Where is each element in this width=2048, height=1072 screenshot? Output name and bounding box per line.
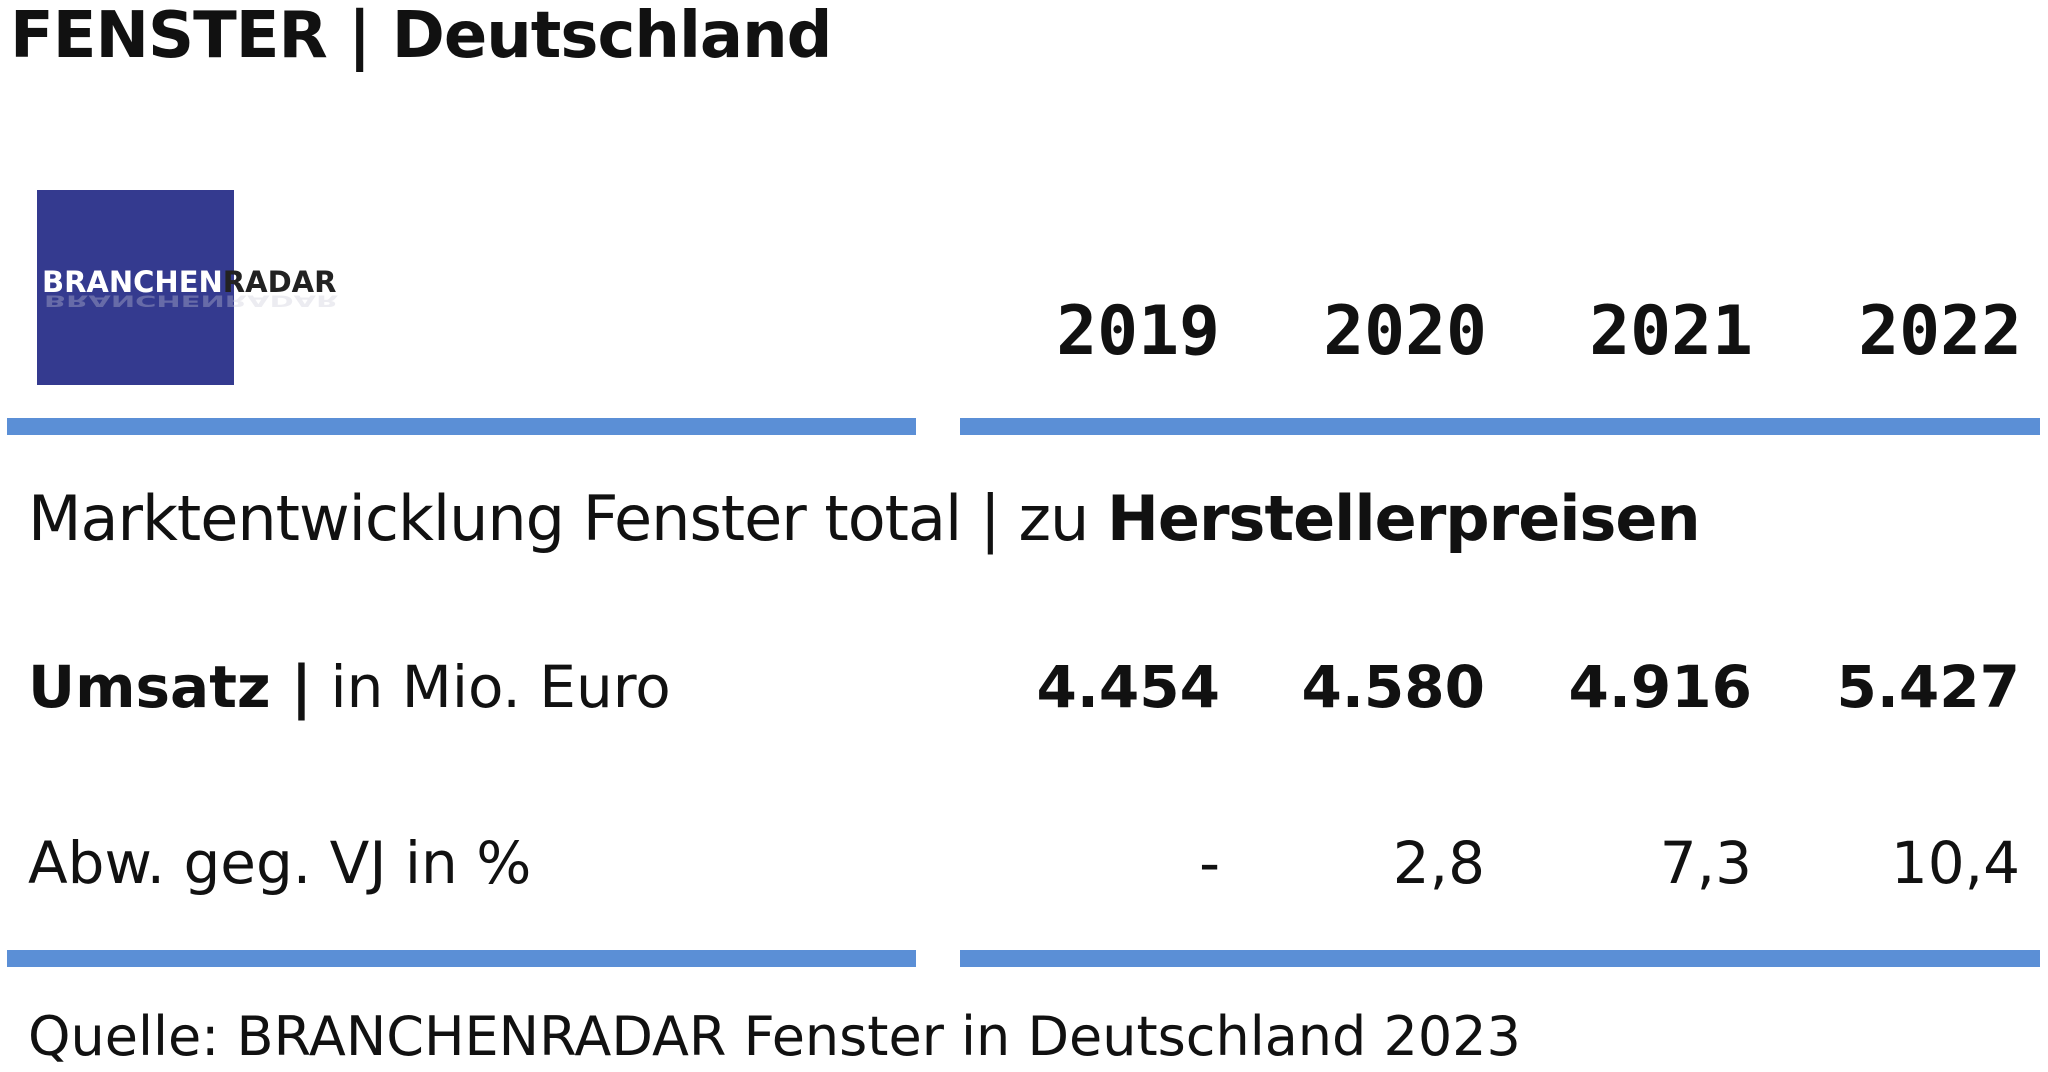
table-subtitle: Marktentwicklung Fenster total | zu Hers…: [28, 482, 1701, 555]
value-abweichung-2019: -: [1199, 829, 1220, 897]
column-header-2020: 2020: [1323, 292, 1487, 371]
page-title: FENSTER | Deutschland: [10, 0, 832, 73]
footer-divider-right: [960, 950, 2040, 967]
value-abweichung-2021: 7,3: [1659, 829, 1752, 897]
value-umsatz-2021: 4.916: [1568, 653, 1752, 721]
value-abweichung-2020: 2,8: [1392, 829, 1485, 897]
column-header-2021: 2021: [1589, 292, 1753, 371]
header-divider-left: [7, 418, 916, 435]
row-label-umsatz: Umsatz | in Mio. Euro: [28, 653, 671, 721]
value-umsatz-2022: 5.427: [1836, 653, 2020, 721]
row-label-abweichung: Abw. geg. VJ in %: [28, 829, 532, 897]
value-abweichung-2022: 10,4: [1890, 829, 2020, 897]
source-note: Quelle: BRANCHENRADAR Fenster in Deutsch…: [28, 1005, 1521, 1068]
header-divider-right: [960, 418, 2040, 435]
footer-divider-left: [7, 950, 916, 967]
column-header-2019: 2019: [1056, 292, 1220, 371]
logo-wordmark: BRANCHENRADAR: [42, 265, 337, 299]
column-header-2022: 2022: [1858, 292, 2022, 371]
value-umsatz-2019: 4.454: [1036, 653, 1220, 721]
branchenradar-logo: [37, 190, 234, 385]
value-umsatz-2020: 4.580: [1301, 653, 1485, 721]
